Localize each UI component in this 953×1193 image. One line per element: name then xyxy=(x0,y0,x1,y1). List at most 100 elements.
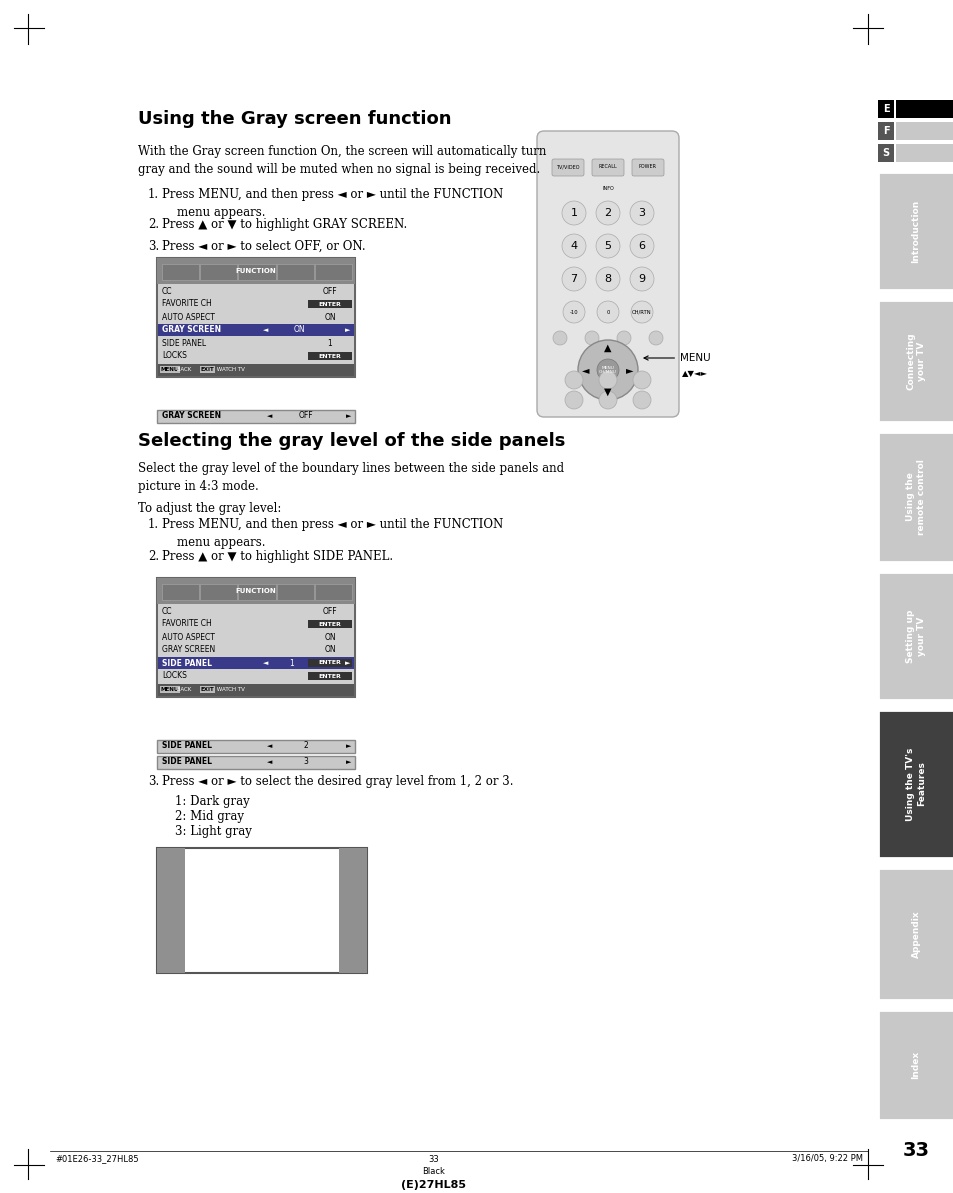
Text: MENU: MENU xyxy=(643,353,710,363)
Bar xyxy=(158,298,354,310)
Bar xyxy=(158,285,354,297)
Text: Appendix: Appendix xyxy=(910,910,920,958)
Bar xyxy=(162,264,199,280)
Text: EXIT: EXIT xyxy=(200,367,214,372)
Circle shape xyxy=(578,340,638,400)
Bar xyxy=(238,264,275,280)
Bar xyxy=(157,740,355,753)
Text: ENTER: ENTER xyxy=(318,674,341,679)
Text: ◄: ◄ xyxy=(581,365,589,375)
Text: WATCH TV: WATCH TV xyxy=(214,687,245,692)
Text: E: E xyxy=(882,104,888,115)
Circle shape xyxy=(596,234,619,258)
Bar xyxy=(877,571,953,700)
Text: ►: ► xyxy=(345,759,351,765)
Text: ►: ► xyxy=(345,743,351,749)
Text: MENU: MENU xyxy=(161,367,179,372)
Text: 1: Dark gray: 1: Dark gray xyxy=(174,795,250,808)
Text: F: F xyxy=(882,126,888,136)
Bar xyxy=(158,605,354,617)
Text: SIDE PANEL: SIDE PANEL xyxy=(162,339,206,347)
Text: 7: 7 xyxy=(570,274,577,284)
Bar xyxy=(877,869,953,1000)
Text: 2.: 2. xyxy=(148,218,159,231)
Text: Using the Gray screen function: Using the Gray screen function xyxy=(138,110,451,128)
Text: CH/RTN: CH/RTN xyxy=(632,309,651,315)
Bar xyxy=(877,710,953,858)
Text: LOCKS: LOCKS xyxy=(162,672,187,680)
Circle shape xyxy=(597,359,618,381)
Text: 1: 1 xyxy=(289,659,294,668)
Text: Press MENU, and then press ◄ or ► until the FUNCTION
    menu appears.: Press MENU, and then press ◄ or ► until … xyxy=(162,188,503,220)
Text: 5: 5 xyxy=(604,241,611,251)
Circle shape xyxy=(648,330,662,345)
FancyBboxPatch shape xyxy=(631,159,663,177)
Text: SIDE PANEL: SIDE PANEL xyxy=(162,659,212,668)
Bar xyxy=(200,585,237,600)
Text: GRAY SCREEN: GRAY SCREEN xyxy=(162,326,221,334)
Bar xyxy=(157,577,355,697)
Text: 2: 2 xyxy=(303,742,308,750)
Bar xyxy=(238,585,275,600)
Text: Introduction: Introduction xyxy=(910,199,920,262)
Text: INFO: INFO xyxy=(601,185,613,191)
Text: 6: 6 xyxy=(638,241,645,251)
Bar xyxy=(308,352,352,360)
Text: ◄: ◄ xyxy=(267,413,273,419)
Text: 3: Light gray: 3: Light gray xyxy=(174,826,252,837)
Text: (E)27HL85: (E)27HL85 xyxy=(401,1180,466,1189)
Text: RECALL: RECALL xyxy=(598,165,617,169)
Circle shape xyxy=(553,330,566,345)
Text: 2: Mid gray: 2: Mid gray xyxy=(174,810,244,823)
Bar xyxy=(162,585,199,600)
Circle shape xyxy=(562,301,584,323)
FancyBboxPatch shape xyxy=(537,131,679,418)
Text: Index: Index xyxy=(910,1051,920,1078)
Bar xyxy=(877,100,893,118)
Circle shape xyxy=(596,267,619,291)
Text: SIDE PANEL: SIDE PANEL xyxy=(162,742,212,750)
Text: #01E26-33_27HL85: #01E26-33_27HL85 xyxy=(55,1155,138,1163)
Text: 8: 8 xyxy=(604,274,611,284)
Circle shape xyxy=(561,267,585,291)
Text: POWER: POWER xyxy=(639,165,657,169)
Text: ►: ► xyxy=(344,660,350,666)
Text: 3: 3 xyxy=(638,208,645,218)
Circle shape xyxy=(561,234,585,258)
Circle shape xyxy=(633,391,650,409)
Text: BACK: BACK xyxy=(175,687,195,692)
Text: FAVORITE CH: FAVORITE CH xyxy=(162,299,212,309)
Text: CC: CC xyxy=(162,286,172,296)
Circle shape xyxy=(598,391,617,409)
Text: Press ▲ or ▼ to highlight GRAY SCREEN.: Press ▲ or ▼ to highlight GRAY SCREEN. xyxy=(162,218,407,231)
Text: 1.: 1. xyxy=(148,518,159,531)
Text: Using the TV's
Features: Using the TV's Features xyxy=(905,747,924,821)
Text: 2.: 2. xyxy=(148,550,159,563)
Text: Selecting the gray level of the side panels: Selecting the gray level of the side pan… xyxy=(138,432,565,450)
Circle shape xyxy=(596,200,619,225)
Bar xyxy=(276,585,314,600)
Text: 3.: 3. xyxy=(148,240,159,253)
Text: TV/VIDEO: TV/VIDEO xyxy=(556,165,579,169)
Text: MENU
CH/MNU: MENU CH/MNU xyxy=(598,366,617,375)
Bar xyxy=(877,144,893,162)
Bar xyxy=(158,670,354,682)
Circle shape xyxy=(630,301,652,323)
Text: 1: 1 xyxy=(570,208,577,218)
Text: ENTER: ENTER xyxy=(318,302,341,307)
Circle shape xyxy=(597,301,618,323)
Bar xyxy=(158,311,354,323)
Bar xyxy=(158,324,354,336)
Text: 3/16/05, 9:22 PM: 3/16/05, 9:22 PM xyxy=(791,1155,862,1163)
Text: Black: Black xyxy=(422,1167,445,1175)
Bar xyxy=(157,258,355,377)
Bar xyxy=(877,1010,953,1120)
Text: FUNCTION: FUNCTION xyxy=(235,268,276,274)
Bar xyxy=(308,659,352,667)
Text: -10: -10 xyxy=(569,309,578,315)
Text: ENTER: ENTER xyxy=(318,353,341,359)
Text: Press ▲ or ▼ to highlight SIDE PANEL.: Press ▲ or ▼ to highlight SIDE PANEL. xyxy=(162,550,393,563)
Text: GRAY SCREEN: GRAY SCREEN xyxy=(162,645,215,655)
Bar xyxy=(158,644,354,656)
Text: OFF: OFF xyxy=(322,606,337,616)
